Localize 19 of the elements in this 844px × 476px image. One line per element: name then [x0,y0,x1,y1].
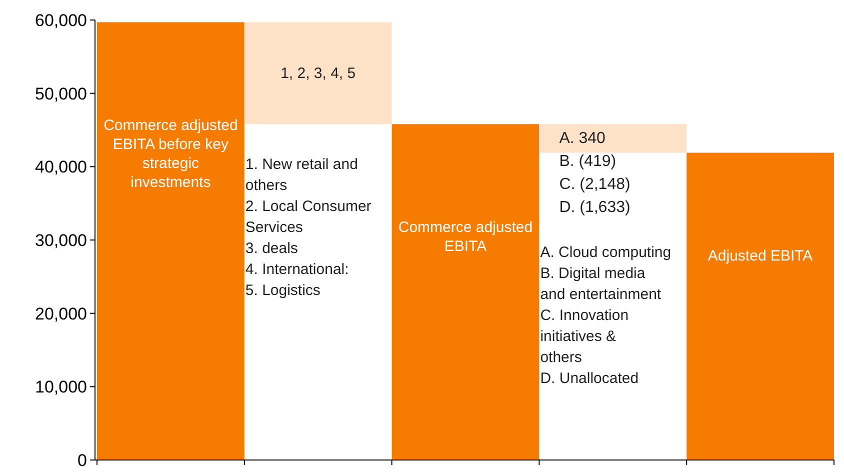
y-tick-label: 30,000 [35,231,87,250]
y-tick-label: 20,000 [35,304,87,324]
y-tick-label: 50,000 [35,84,87,104]
x-tick-label: Commerce adjusted EBITA [398,219,533,256]
bar [539,124,687,153]
annotation: 1. New retail and others 2. Local Consumer Services 3. deals 4. International: 5. Logistics [245,156,372,300]
y-tick-label: 0 [78,451,87,470]
x-tick-label: Adjusted EBITA [708,248,813,265]
bar [97,22,244,460]
bar [244,22,392,124]
x-tick-label: Commerce adjusted EBITA before key strategic investments [104,117,238,192]
y-tick-label: 40,000 [35,158,87,177]
annotation: A. Cloud computing B. Digital media and entertainment C. Innovation initiatives & others D. Unallocated [540,244,672,388]
bar [392,124,540,460]
y-tick-label: 60,000 [35,11,87,30]
bar [686,152,834,460]
x-tick-label: A. 340 B. (419) C. (2,148) D. (1,633) [559,130,630,216]
x-tick-label: 1, 2, 3, 4, 5 [280,65,356,82]
y-tick-label: 10,000 [35,378,87,397]
